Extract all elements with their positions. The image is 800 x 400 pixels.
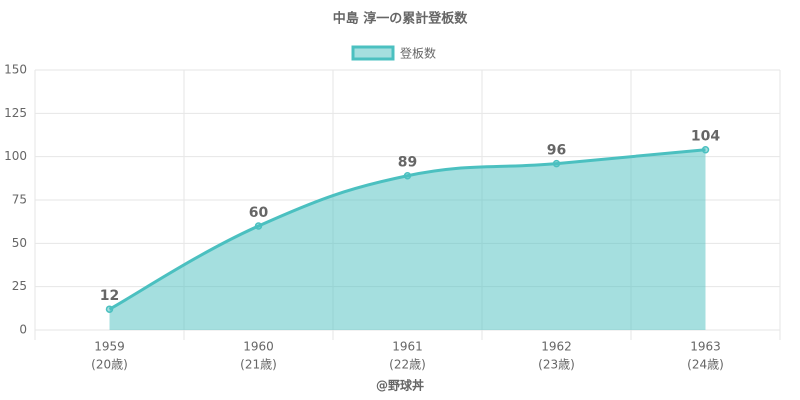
- legend-label: 登板数: [400, 46, 436, 61]
- x-tick-label: 1961: [392, 340, 423, 354]
- y-tick-label: 125: [4, 106, 27, 120]
- point: [403, 171, 412, 180]
- y-tick-label: 75: [12, 193, 27, 207]
- y-tick-label: 50: [12, 236, 27, 250]
- data-label: 12: [100, 288, 119, 304]
- area: [109, 149, 706, 330]
- data-label: 89: [398, 155, 417, 171]
- legend-swatch: [351, 45, 395, 61]
- x-tick-sublabel: (22歳): [389, 358, 426, 372]
- point: [701, 145, 710, 154]
- y-tick-label: 0: [19, 323, 27, 337]
- data-label: 104: [691, 129, 720, 145]
- x-tick-label: 1962: [541, 340, 572, 354]
- data-label: 60: [249, 205, 269, 221]
- data-label: 96: [547, 143, 566, 159]
- x-tick-label: 1960: [243, 340, 274, 354]
- x-tick-sublabel: (24歳): [687, 358, 724, 372]
- x-tick-sublabel: (20歳): [91, 358, 128, 372]
- y-tick-label: 150: [4, 63, 27, 77]
- x-tick-label: 1959: [94, 340, 125, 354]
- point: [105, 305, 114, 313]
- x-tick-sublabel: (23歳): [538, 358, 575, 372]
- x-axis-title: @野球丼: [376, 378, 424, 393]
- point: [552, 159, 561, 168]
- y-tick-label: 25: [12, 279, 27, 293]
- x-tick-sublabel: (21歳): [240, 358, 277, 372]
- x-tick-label: 1963: [690, 340, 721, 354]
- point: [254, 222, 263, 230]
- chart-title: 中島 淳一の累計登板数: [333, 11, 469, 27]
- y-tick-label: 100: [4, 149, 27, 163]
